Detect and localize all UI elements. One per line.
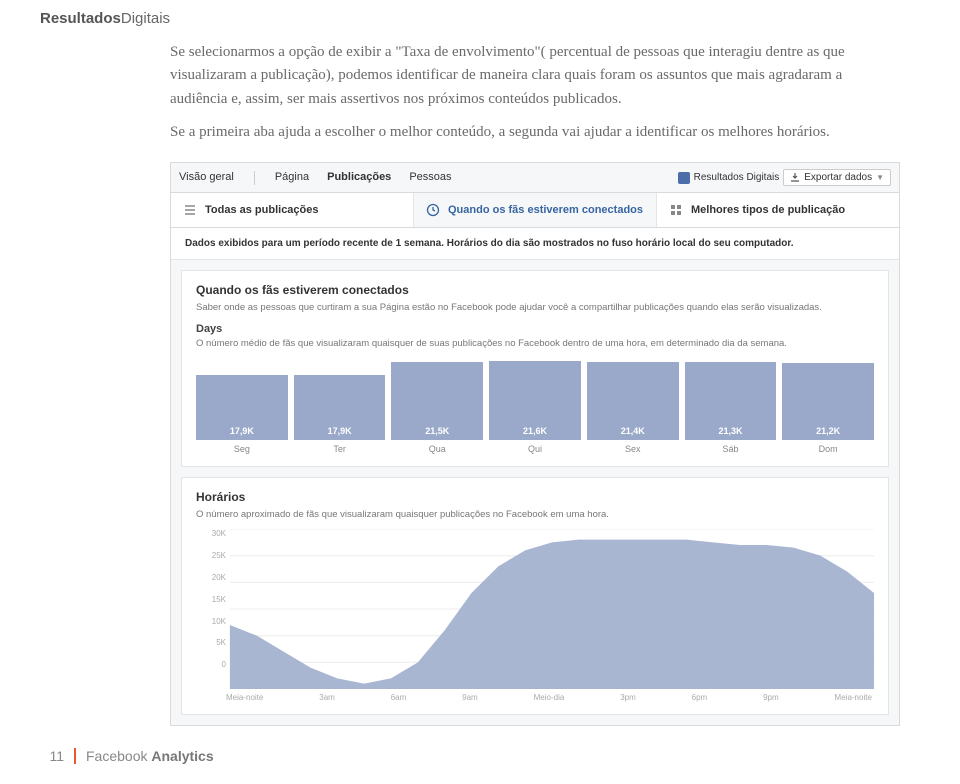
bar-day-label: Seg [196, 444, 288, 454]
chevron-down-icon: ▼ [876, 173, 884, 182]
days-title: Days [196, 323, 874, 335]
subtab-label: Melhores tipos de publicação [691, 203, 845, 217]
list-icon [183, 203, 197, 217]
day-bar: 21,3K [685, 362, 777, 439]
export-label: Exportar dados [804, 172, 872, 183]
footer-title: Facebook Analytics [86, 748, 214, 764]
topbar-right: Resultados Digitais Exportar dados ▼ [678, 169, 891, 192]
brand-part2: Digitais [121, 10, 170, 27]
data-period-note: Dados exibidos para um período recente d… [171, 228, 899, 260]
bar-day-label: Sex [587, 444, 679, 454]
section-desc: Saber onde as pessoas que curtiram a sua… [196, 301, 874, 314]
paragraph-1: Se selecionarmos a opção de exibir a "Ta… [170, 41, 900, 111]
hours-area-svg [196, 529, 874, 689]
subtab-1[interactable]: Quando os fãs estiverem conectados [414, 193, 657, 227]
bar-day-label: Qua [391, 444, 483, 454]
bar-value: 21,6K [489, 426, 581, 436]
paragraph-2: Se a primeira aba ajuda a escolher o mel… [170, 121, 900, 144]
day-bar: 17,9K [196, 375, 288, 440]
bar-value: 17,9K [294, 426, 386, 436]
subtab-label: Quando os fãs estiverem conectados [448, 203, 643, 217]
day-bar: 17,9K [294, 375, 386, 440]
day-bar: 21,6K [489, 361, 581, 440]
page-footer: 11 Facebook Analytics [40, 748, 920, 764]
bar: 21,2K [782, 363, 874, 440]
y-tick: 10K [196, 617, 226, 626]
brand-logo: ResultadosDigitais [40, 10, 920, 27]
insights-subtabs: Todas as publicações Quando os fãs estive… [171, 193, 899, 228]
hours-desc: O número aproximado de fãs que visualiza… [196, 508, 874, 521]
day-bar: 21,4K [587, 362, 679, 440]
bar-day-label: Dom [782, 444, 874, 454]
y-tick: 5K [196, 638, 226, 647]
hours-y-axis: 30K 25K 20K 15K 10K 5K 0 [196, 529, 230, 669]
bar-value: 21,2K [782, 426, 874, 436]
bar-value: 21,3K [685, 426, 777, 436]
y-tick: 0 [196, 660, 226, 669]
page-avatar-icon [678, 172, 690, 184]
y-tick: 25K [196, 551, 226, 560]
export-button[interactable]: Exportar dados ▼ [783, 169, 891, 186]
clock-icon [426, 203, 440, 217]
topnav-item-página[interactable]: Página [275, 171, 309, 185]
y-tick: 20K [196, 573, 226, 582]
download-icon [790, 173, 800, 183]
y-tick: 15K [196, 595, 226, 604]
grid-icon [669, 203, 683, 217]
bar: 21,3K [685, 362, 777, 439]
insights-topbar: Visão geral Página Publicações Pessoas Resu… [171, 163, 899, 193]
topnav-item-pessoas[interactable]: Pessoas [409, 171, 451, 185]
body-text: Se selecionarmos a opção de exibir a "Ta… [170, 41, 900, 144]
bar: 17,9K [294, 375, 386, 440]
days-bar-chart: 17,9K 17,9K 21,5K 21,6K 21,4K 21,3K 21,2K [196, 360, 874, 440]
bar-value: 21,5K [391, 426, 483, 436]
bar: 21,6K [489, 361, 581, 440]
topnav-divider [254, 171, 255, 185]
bar-day-label: Sáb [685, 444, 777, 454]
section-connected-fans: Quando os fãs estiverem conectados Saber… [181, 270, 889, 467]
day-bar: 21,5K [391, 362, 483, 440]
subtab-label: Todas as publicações [205, 203, 319, 217]
hours-title: Horários [196, 490, 874, 504]
bar-day-label: Qui [489, 444, 581, 454]
day-bar: 21,2K [782, 363, 874, 440]
bar-value: 21,4K [587, 426, 679, 436]
bar-value: 17,9K [196, 426, 288, 436]
bar: 17,9K [196, 375, 288, 440]
brand-part1: Resultados [40, 10, 121, 27]
y-tick: 30K [196, 529, 226, 538]
section-title: Quando os fãs estiverem conectados [196, 283, 874, 297]
bar: 21,4K [587, 362, 679, 440]
hours-area-chart: 30K 25K 20K 15K 10K 5K 0 [196, 529, 874, 689]
section-hours: Horários O número aproximado de fãs que … [181, 477, 889, 715]
subtab-0[interactable]: Todas as publicações [171, 193, 414, 227]
footer-title-plain: Facebook [86, 748, 151, 764]
footer-title-bold: Analytics [151, 748, 213, 764]
subtab-2[interactable]: Melhores tipos de publicação [657, 193, 899, 227]
bar: 21,5K [391, 362, 483, 440]
footer-divider [74, 748, 76, 764]
insights-panel: Visão geral Página Publicações Pessoas Resu… [170, 162, 900, 726]
page-number: 11 [40, 748, 64, 764]
topnav-item-publicações[interactable]: Publicações [327, 171, 391, 185]
topnav-item-visão-geral[interactable]: Visão geral [179, 171, 234, 185]
bar-day-label: Ter [294, 444, 386, 454]
days-desc: O número médio de fãs que visualizaram q… [196, 337, 874, 350]
insights-top-nav: Visão geral Página Publicações Pessoas [179, 171, 678, 191]
page-name-label: Resultados Digitais [694, 172, 780, 183]
